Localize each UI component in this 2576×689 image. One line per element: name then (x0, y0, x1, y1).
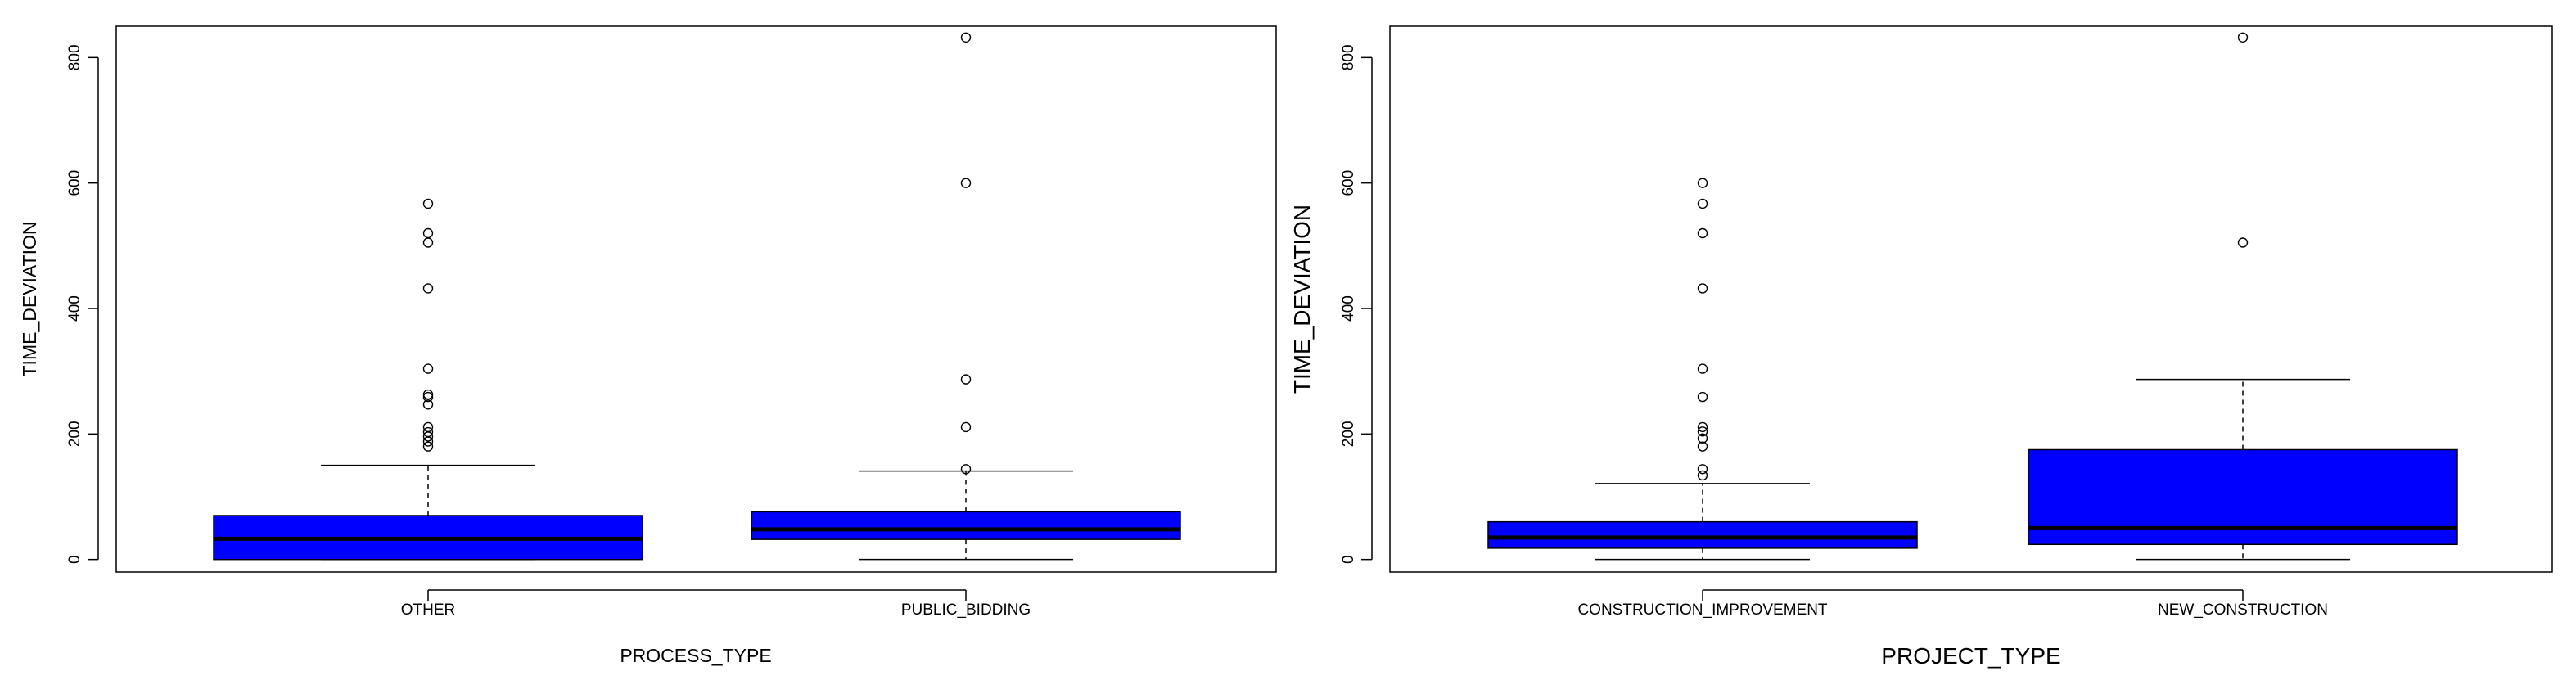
x-axis-title: PROCESS_TYPE (620, 645, 771, 666)
outlier-point (422, 198, 434, 209)
outlier-point (422, 441, 434, 452)
y-tick-label: 800 (1340, 44, 1357, 70)
outlier-point (1697, 441, 1708, 452)
y-axis-title: TIME_DEVIATION (1289, 205, 1315, 394)
outlier-point (2237, 32, 2249, 43)
box-construction-improvement (1487, 178, 1918, 561)
outlier-point (960, 464, 972, 475)
y-tick-label: 600 (1340, 170, 1357, 196)
outlier-point (422, 399, 434, 410)
x-tick-label: OTHER (401, 601, 456, 619)
x-tick-label: CONSTRUCTION_IMPROVEMENT (1577, 601, 1827, 619)
outlier-point (1697, 421, 1708, 433)
outlier-point (1697, 391, 1708, 403)
box-body (2028, 448, 2458, 546)
box-public-bidding (751, 32, 1181, 561)
outlier-point (1697, 464, 1708, 475)
panel-process-type: 0 200 400 600 800 OTHER PUBLIC_BIDDING TIME_DEV… (19, 25, 1277, 666)
outlier-point (960, 32, 972, 43)
box-new-construction (2028, 32, 2458, 561)
outlier-point (960, 178, 972, 188)
y-tick-label: 800 (66, 44, 83, 70)
y-tick-label: 0 (66, 555, 83, 564)
outlier-point (422, 227, 434, 239)
y-tick-label: 200 (1340, 421, 1357, 447)
outlier-point (1697, 363, 1708, 374)
outlier-point (1697, 433, 1708, 444)
outlier-point (2237, 237, 2249, 248)
outlier-point (1697, 227, 1708, 239)
y-tick-label: 600 (66, 170, 83, 196)
outlier-point (422, 421, 434, 433)
outlier-point (1697, 198, 1708, 209)
box-body (1487, 520, 1918, 549)
outlier-point (422, 426, 434, 438)
y-tick-label: 400 (1340, 295, 1357, 322)
outlier-point (422, 389, 434, 400)
y-tick-label: 400 (66, 295, 83, 322)
y-tick-label: 0 (1340, 555, 1357, 564)
plot-frame (1389, 25, 2553, 573)
outlier-point (960, 374, 972, 385)
outlier-point (1697, 178, 1708, 188)
plot-frame (115, 25, 1277, 573)
outlier-point (422, 363, 434, 374)
outlier-point (422, 391, 434, 403)
outlier-point (422, 283, 434, 294)
box-other (213, 198, 643, 561)
x-axis-title: PROJECT_TYPE (1881, 643, 2060, 669)
outlier-point (1697, 426, 1708, 437)
panel-project-type: 0 200 400 600 800 CONSTRUCTION_IMPROVEMENT NEW… (1289, 25, 2553, 669)
x-tick-label: NEW_CONSTRUCTION (2158, 601, 2328, 619)
y-tick-label: 200 (66, 421, 83, 447)
box-body (751, 511, 1181, 540)
y-axis-title: TIME_DEVIATION (19, 222, 40, 377)
outlier-point (1697, 470, 1708, 481)
outlier-point (960, 421, 972, 433)
outlier-point (1697, 283, 1708, 294)
x-tick-label: PUBLIC_BIDDING (901, 601, 1031, 619)
